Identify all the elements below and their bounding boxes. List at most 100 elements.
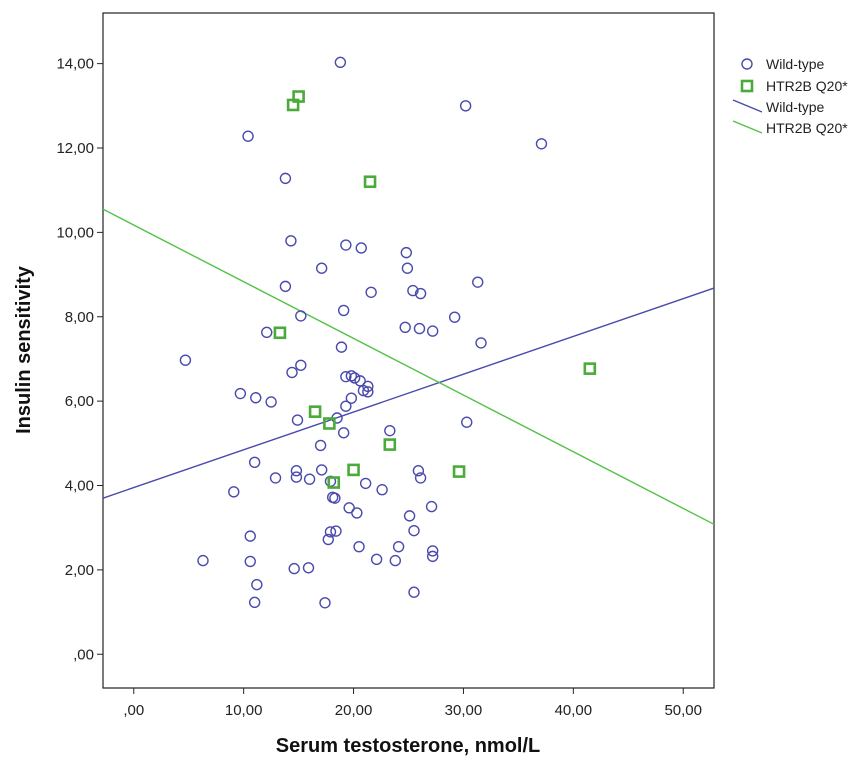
point-wild — [179, 354, 192, 366]
point-wild — [426, 325, 439, 337]
point-wild — [401, 262, 414, 274]
point-wild — [472, 276, 484, 288]
point-htr — [323, 417, 336, 430]
point-wild — [242, 130, 254, 142]
fit-line-wild — [102, 287, 715, 499]
point-wild — [303, 473, 316, 485]
point-htr — [273, 326, 287, 340]
point-htr — [452, 465, 466, 478]
point-wild — [340, 400, 352, 412]
y-tick-label: 4,00 — [65, 478, 94, 495]
x-tick-label: 20,00 — [335, 702, 373, 719]
x-tick-label: 30,00 — [445, 702, 483, 719]
point-wild — [330, 525, 342, 537]
point-wild — [448, 311, 461, 323]
y-tick-label: 12,00 — [56, 140, 94, 157]
y-tick-label: 6,00 — [65, 393, 94, 410]
x-tick-label: 50,00 — [664, 702, 702, 719]
point-wild — [414, 472, 427, 484]
point-wild — [475, 337, 487, 349]
point-wild — [426, 550, 439, 563]
point-wild — [407, 284, 419, 297]
point-htr — [286, 98, 300, 112]
point-wild — [370, 553, 383, 566]
point-wild — [426, 545, 439, 557]
point-wild — [324, 526, 337, 538]
point-htr — [583, 362, 597, 375]
point-wild — [290, 465, 303, 477]
point-wild — [234, 387, 247, 400]
legend-label: Wild-type — [766, 99, 825, 115]
point-wild — [414, 287, 427, 300]
point-wild — [337, 304, 350, 317]
point-wild — [343, 502, 355, 514]
plot-frame — [102, 12, 715, 689]
point-wild — [376, 484, 388, 496]
point-wild — [197, 554, 209, 567]
point-wild — [461, 416, 473, 428]
point-wild — [315, 262, 328, 274]
point-wild — [340, 370, 352, 383]
point-wild — [319, 597, 331, 609]
point-wild — [335, 341, 348, 353]
point-wild — [412, 465, 425, 477]
point-wild — [413, 322, 426, 335]
y-axis-title: Insulin sensitivity — [13, 265, 35, 434]
point-wild — [248, 456, 261, 468]
y-tick-label: ,00 — [73, 646, 94, 663]
point-wild — [345, 392, 358, 404]
legend-marker-htr2b — [740, 79, 754, 93]
legend-line-wild — [732, 99, 763, 113]
point-wild — [337, 427, 350, 439]
y-tick-label: 8,00 — [65, 309, 94, 326]
point-wild — [285, 235, 297, 247]
point-wild — [399, 321, 411, 333]
legend-line-htr — [732, 120, 763, 134]
point-htr — [363, 175, 377, 189]
point-wild — [355, 242, 367, 254]
legend-label: HTR2B Q20* — [766, 120, 848, 136]
point-wild — [392, 540, 405, 553]
point-wild — [228, 486, 240, 498]
point-htr — [347, 463, 360, 477]
point-wild — [389, 554, 402, 567]
fit-line-htr — [102, 208, 715, 525]
point-wild — [362, 386, 374, 398]
data-points — [179, 56, 597, 609]
point-wild — [408, 586, 420, 598]
y-tick-label: 2,00 — [65, 562, 94, 579]
point-wild — [459, 100, 472, 112]
point-wild — [400, 246, 413, 259]
point-wild — [244, 530, 256, 542]
point-wild — [322, 533, 334, 546]
point-wild — [384, 424, 396, 437]
point-wild — [535, 138, 548, 150]
axis-ticks: ,00 10,00 20,00 30,00 40,00 50,00 ,00 2,00 4,00 6… — [56, 56, 702, 719]
point-wild — [250, 392, 262, 404]
point-wild — [348, 372, 361, 384]
point-wild — [295, 359, 307, 371]
legend-label: HTR2B Q20* — [766, 78, 848, 94]
point-wild — [329, 492, 341, 504]
point-wild — [291, 414, 304, 426]
point-wild — [286, 366, 298, 379]
point-wild — [290, 471, 303, 483]
point-wild — [353, 540, 365, 553]
point-wild — [279, 172, 292, 185]
legend-label: Wild-type — [766, 56, 825, 72]
point-wild — [425, 500, 438, 513]
point-wild — [295, 310, 307, 322]
point-wild — [314, 439, 327, 452]
x-axis-title: Serum testosterone, nmol/L — [276, 735, 541, 757]
point-wild — [351, 507, 363, 519]
point-wild — [357, 384, 370, 397]
point-wild — [403, 510, 416, 522]
point-wild — [265, 396, 277, 408]
point-wild — [408, 524, 420, 537]
x-tick-label: ,00 — [123, 702, 144, 719]
point-wild — [334, 56, 347, 69]
point-wild — [288, 562, 300, 575]
point-wild — [279, 280, 292, 293]
point-wild — [244, 555, 256, 568]
